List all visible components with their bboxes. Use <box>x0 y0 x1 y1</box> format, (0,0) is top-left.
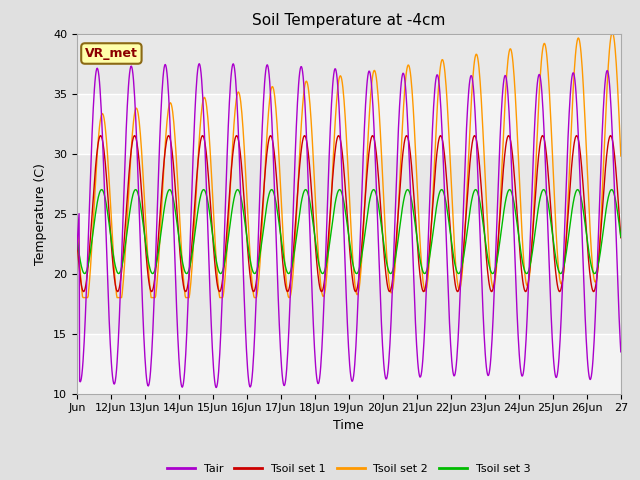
Title: Soil Temperature at -4cm: Soil Temperature at -4cm <box>252 13 445 28</box>
X-axis label: Time: Time <box>333 419 364 432</box>
Text: VR_met: VR_met <box>85 47 138 60</box>
Bar <box>77 214 621 274</box>
Bar <box>77 334 621 394</box>
Y-axis label: Temperature (C): Temperature (C) <box>35 163 47 264</box>
Bar <box>77 94 621 154</box>
Legend: Tair, Tsoil set 1, Tsoil set 2, Tsoil set 3: Tair, Tsoil set 1, Tsoil set 2, Tsoil se… <box>163 459 535 478</box>
